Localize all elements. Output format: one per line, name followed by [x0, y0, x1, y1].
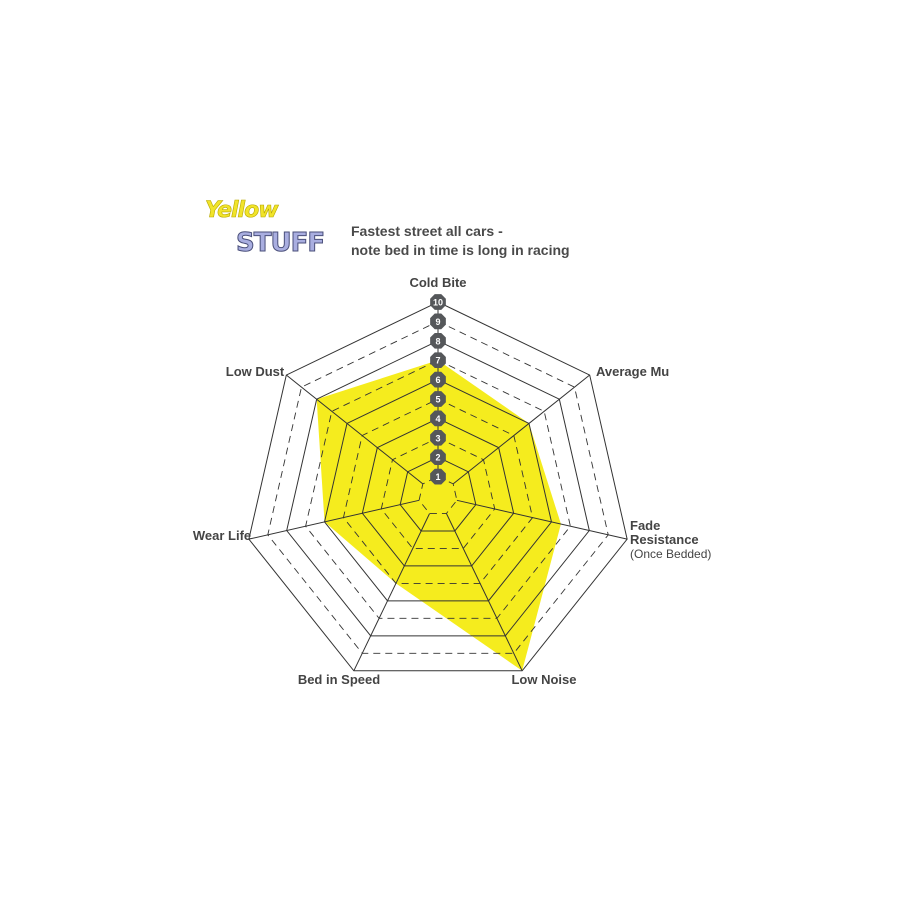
- tick-badge: [430, 449, 446, 466]
- grid-ring-7: [305, 359, 571, 619]
- logo-text-yellow: Yellow: [205, 198, 279, 224]
- axis-label: Cold Bite: [409, 275, 466, 290]
- grid-ring-4: [361, 417, 515, 567]
- grid-ring-1: [418, 476, 458, 514]
- tick-label: 6: [435, 375, 440, 385]
- grid-ring-10: [248, 301, 628, 672]
- axis-spoke: [452, 374, 590, 485]
- tick-badge: [430, 352, 446, 369]
- tick-badge: [430, 313, 446, 330]
- axis-spoke: [445, 513, 523, 672]
- axis-spoke: [286, 374, 424, 485]
- grid-ring-9: [267, 320, 609, 654]
- axis-spoke: [353, 513, 431, 672]
- tick-label: 5: [435, 395, 440, 405]
- axis-label: Average Mu: [596, 364, 669, 379]
- axis-label: Low Dust: [226, 364, 285, 379]
- tick-label: 2: [435, 453, 440, 463]
- tick-badge: [430, 410, 446, 427]
- grid-ring-2: [399, 456, 477, 532]
- grid-ring-5: [342, 398, 534, 584]
- tick-label: 1: [435, 472, 440, 482]
- axis-label: Low Noise: [511, 672, 576, 687]
- axis-label: Fade: [630, 518, 660, 533]
- tick-label: 9: [435, 317, 440, 327]
- data-area: [316, 360, 561, 671]
- subtitle-line-2: note bed in time is long in racing: [351, 242, 570, 258]
- tick-badge: [430, 468, 446, 485]
- grid-ring-6: [323, 379, 553, 602]
- grid-ring-8: [286, 340, 590, 637]
- axis-spoke: [456, 499, 628, 540]
- tick-label: 4: [435, 414, 440, 424]
- axis-label: Bed in Speed: [298, 672, 380, 687]
- axis-label: Resistance: [630, 532, 699, 547]
- yellow-stuff-logo: Yellow STUFF: [203, 198, 343, 262]
- subtitle-line-1: Fastest street all cars -: [351, 223, 503, 239]
- tick-badge: [430, 391, 446, 407]
- grid-ring-3: [380, 437, 496, 549]
- tick-label: 3: [435, 433, 440, 443]
- tick-badge: [430, 332, 446, 349]
- axis-label: Wear Life: [193, 528, 251, 543]
- tick-label: 10: [433, 298, 443, 308]
- axis-spoke: [248, 499, 420, 540]
- tick-badge: [430, 294, 446, 310]
- axis-sublabel: (Once Bedded): [630, 547, 711, 561]
- tick-label: 7: [435, 356, 440, 366]
- logo-text-stuff: STUFF: [235, 228, 325, 259]
- tick-badge: [430, 371, 446, 388]
- chart-subtitle: Fastest street all cars - note bed in ti…: [351, 222, 570, 260]
- tick-badge: [430, 429, 446, 446]
- tick-label: 8: [435, 336, 440, 346]
